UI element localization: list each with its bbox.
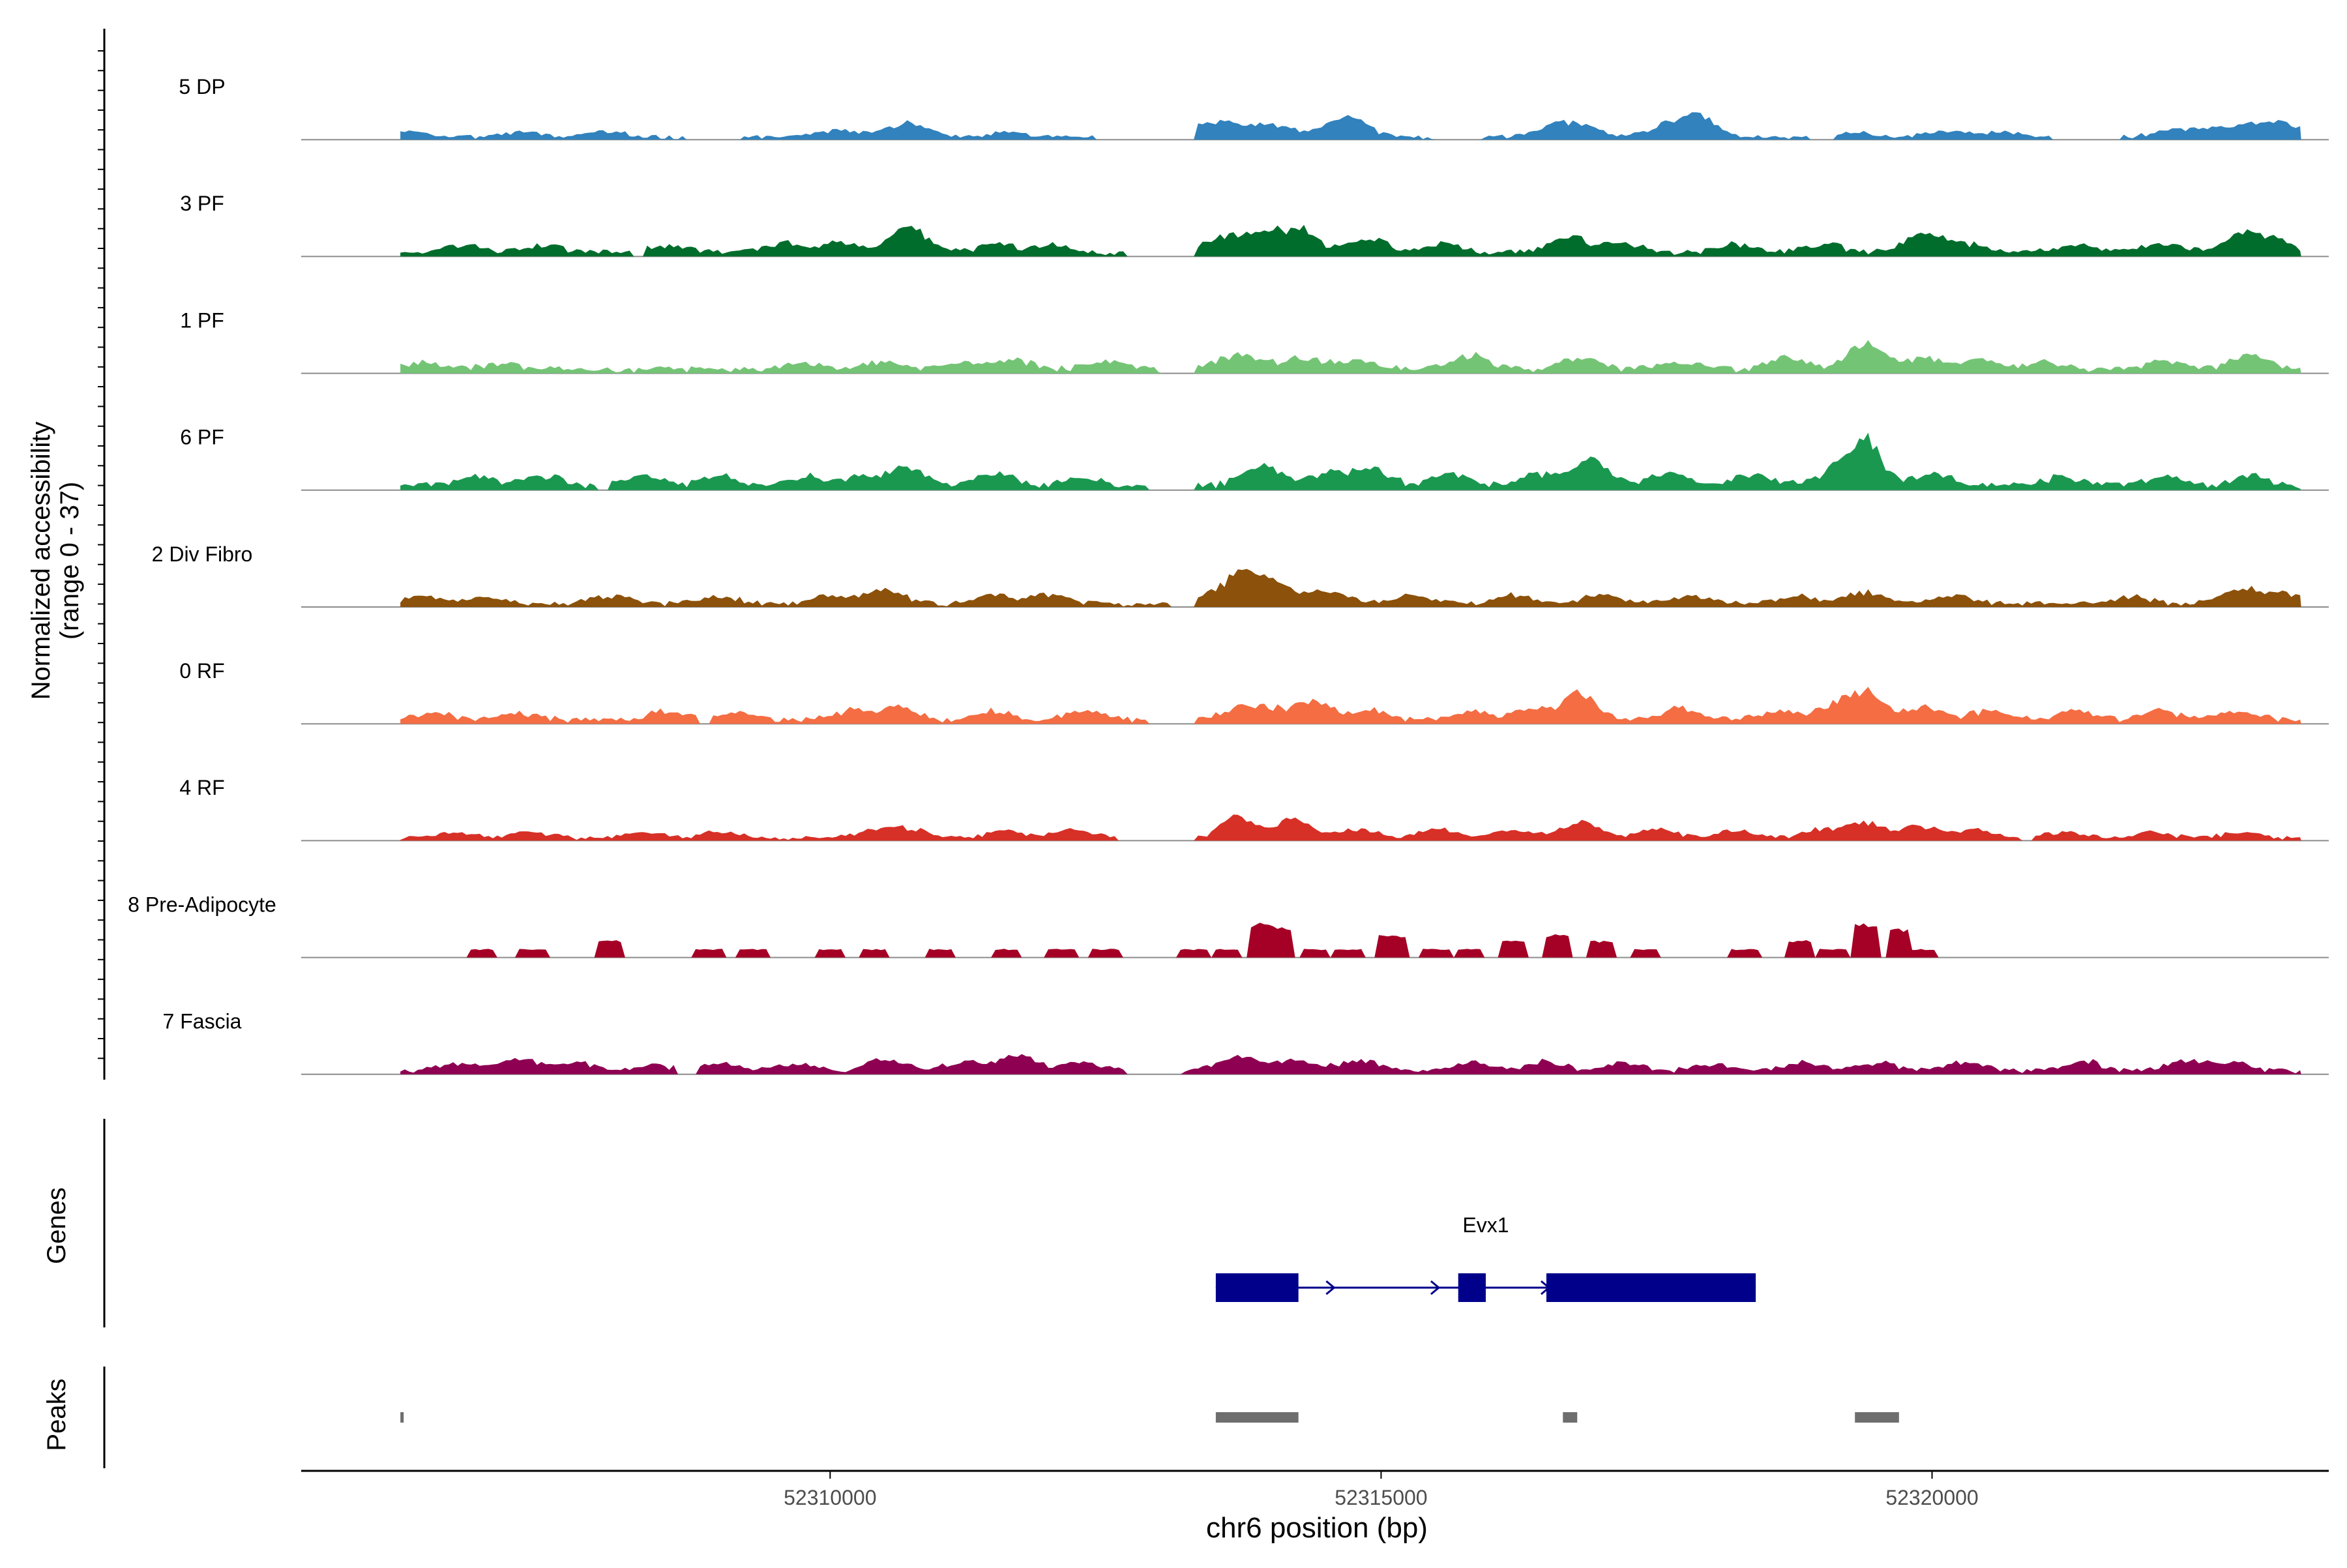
- peaks-panel-label: Peaks: [42, 1378, 71, 1451]
- track-label: 8 Pre-Adipocyte: [128, 893, 276, 916]
- axes-layer: 52310000 52315000 52320000: [98, 29, 2329, 1509]
- track-6-pf: 6 PF: [180, 426, 2329, 491]
- gene-name-label: Evx1: [1462, 1213, 1509, 1237]
- coverage-area: [400, 224, 2301, 257]
- track-label: 0 RF: [179, 659, 224, 683]
- peak-interval: [1215, 1412, 1299, 1423]
- peak-interval: [1855, 1412, 1899, 1423]
- track-label: 1 PF: [180, 308, 224, 332]
- coverage-area: [400, 432, 2301, 490]
- track-label: 2 Div Fibro: [152, 542, 253, 566]
- x-tick-label: 52315000: [1335, 1486, 1427, 1509]
- peak-interval: [1563, 1412, 1578, 1423]
- track-3-pf: 3 PF: [180, 192, 2329, 258]
- coverage-area: [400, 569, 2301, 607]
- strand-arrow: [1430, 1280, 1441, 1295]
- gene-exon: [1546, 1273, 1756, 1302]
- coverage-area: [400, 1054, 2301, 1074]
- strand-arrow: [1325, 1280, 1336, 1295]
- peak-interval: [400, 1412, 404, 1423]
- x-tick-label: 52320000: [1885, 1486, 1978, 1509]
- track-0-rf: 0 RF: [179, 659, 2329, 725]
- track-label: 3 PF: [180, 192, 224, 215]
- coverage-area: [400, 687, 2301, 724]
- coverage-area: [400, 814, 2301, 841]
- track-5-dp: 5 DP: [179, 75, 2329, 141]
- x-tick-label: 52310000: [784, 1486, 876, 1509]
- peaks-panel: [400, 1412, 1899, 1423]
- y-axis-title-line-1: Normalized accessibility: [27, 422, 55, 700]
- track-label: 4 RF: [179, 776, 224, 799]
- genes-panel: Evx1: [1215, 1213, 1756, 1302]
- gene-exon: [1458, 1273, 1486, 1302]
- track-label: 7 Fascia: [163, 1010, 242, 1033]
- coverage-tracks: 5 DP 3 PF 1 PF 6 PF 2 Div Fibro 0 RF 4 RF 8 Pre…: [128, 75, 2329, 1075]
- gene-exon: [1215, 1273, 1299, 1302]
- coverage-area: [400, 112, 2301, 140]
- track-label: 5 DP: [179, 75, 225, 98]
- genes-panel-label: Genes: [42, 1187, 71, 1264]
- track-8-pre-adipocyte: 8 Pre-Adipocyte: [128, 893, 2329, 958]
- coverage-area: [400, 923, 2301, 958]
- track-1-pf: 1 PF: [180, 308, 2329, 374]
- track-label: 6 PF: [180, 426, 224, 449]
- y-axis-title-line-2: (range 0 - 37): [55, 482, 84, 640]
- x-axis-title: chr6 position (bp): [1206, 1512, 1428, 1544]
- track-2-div-fibro: 2 Div Fibro: [152, 542, 2329, 608]
- coverage-area: [400, 340, 2301, 374]
- track-4-rf: 4 RF: [179, 776, 2329, 842]
- track-7-fascia: 7 Fascia: [163, 1010, 2329, 1075]
